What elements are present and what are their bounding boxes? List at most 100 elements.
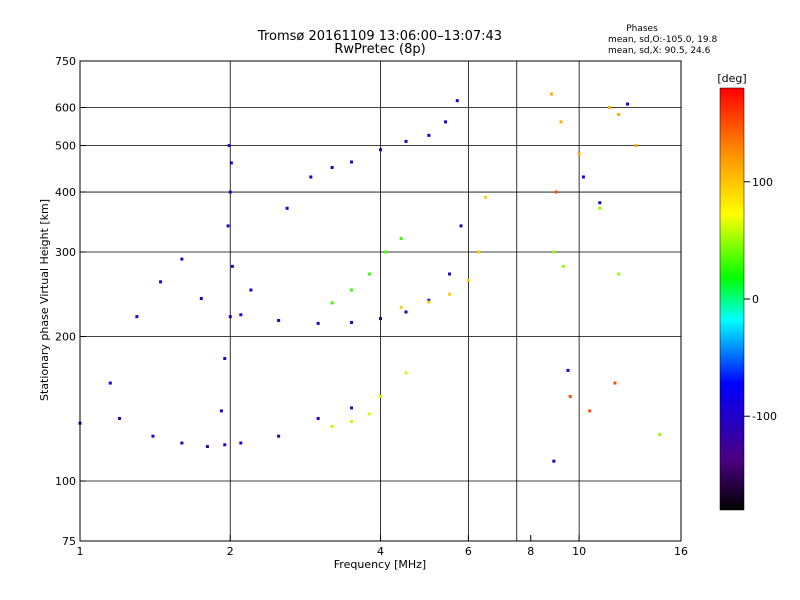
data-point [384,250,388,254]
data-point [180,257,184,261]
x-axis: 1 2 4 6 8 10 16 [77,535,688,558]
data-point [549,92,553,96]
y-tick-label: 100 [55,475,76,488]
data-point [223,443,227,447]
data-point [577,152,581,156]
data-point [330,301,334,305]
data-point [108,381,112,385]
data-point [404,310,408,314]
y-axis-label: Stationary phase Virtual Height [km] [38,199,51,401]
data-point [330,165,334,169]
colorbar-tick-label: 0 [752,293,759,306]
data-point [350,160,354,164]
x-tick-label: 1 [77,545,84,558]
data-point [239,313,243,317]
data-point [316,416,320,420]
chart-title: Tromsø 20161109 13:06:00–13:07:43 [257,29,502,44]
data-point [330,424,334,428]
data-point [613,381,617,385]
data-point [554,190,558,194]
y-tick-label: 400 [55,186,76,199]
data-point [404,371,408,375]
data-point [219,409,223,413]
data-point [229,161,233,165]
x-tick-label: 10 [572,545,586,558]
y-tick-label: 75 [62,535,76,548]
data-point [448,272,452,276]
data-point [427,300,431,304]
x-tick-label: 4 [377,545,384,558]
data-point [277,318,281,322]
data-point [617,272,621,276]
x-tick-label: 8 [527,545,534,558]
data-point [444,120,448,124]
data-point [455,99,459,103]
info-heading: Phases [626,24,658,34]
data-point [205,445,209,449]
data-point [151,434,155,438]
data-point [135,315,139,319]
colorbar-tick-label: -100 [752,410,777,423]
x-tick-label: 16 [674,545,688,558]
data-point [350,288,354,292]
data-point [477,250,481,254]
data-point [566,368,570,372]
y-tick-label: 500 [55,140,76,153]
data-point [379,317,382,321]
x-tick-label: 2 [227,545,234,558]
y-tick-label: 200 [55,331,76,344]
data-point [379,395,382,399]
y-axis: 75 100 200 300 400 500 600 750 [55,55,86,548]
data-point [399,305,403,309]
data-point [227,144,231,148]
data-point [598,201,602,205]
grid-lines [80,61,681,541]
data-point [180,441,184,445]
data-point [249,288,253,292]
data-point [277,434,281,438]
data-point [484,195,488,199]
data-point [466,278,470,282]
data-point [607,106,611,110]
data-point [118,416,122,420]
data-point [239,441,243,445]
data-point [367,412,371,416]
y-tick-label: 750 [55,55,76,68]
data-point [588,409,592,413]
data-point [459,224,463,228]
info-line-o: mean, sd,O:-105.0, 19.8 [608,35,718,45]
y-tick-label: 600 [55,102,76,115]
data-point [617,113,621,117]
data-point [552,459,556,463]
data-point [625,102,629,106]
data-point [552,250,556,254]
x-axis-label: Frequency [MHz] [334,558,426,571]
x-tick-label: 6 [465,545,472,558]
data-point [379,148,382,152]
data-point [228,190,232,194]
colorbar-ticks: 100 0 -100 [744,176,777,423]
colorbar-unit: [deg] [717,72,746,85]
data-point [598,206,602,210]
data-point [634,144,638,148]
data-point [427,133,431,137]
data-point [316,321,320,325]
chart-subtitle: RwPretec (8p) [334,42,425,57]
data-point [309,175,313,179]
colorbar [719,87,745,511]
data-point [561,264,565,268]
data-point [404,139,408,143]
data-point [199,297,203,301]
data-point [228,315,232,319]
scatter-points [78,92,662,463]
data-point [399,237,403,241]
data-point [427,298,431,302]
data-point [559,120,563,124]
colorbar-tick-label: 100 [752,176,773,189]
data-point [285,206,289,210]
data-point [568,395,572,399]
data-point [223,356,227,360]
data-point [367,272,371,276]
data-point [230,264,234,268]
